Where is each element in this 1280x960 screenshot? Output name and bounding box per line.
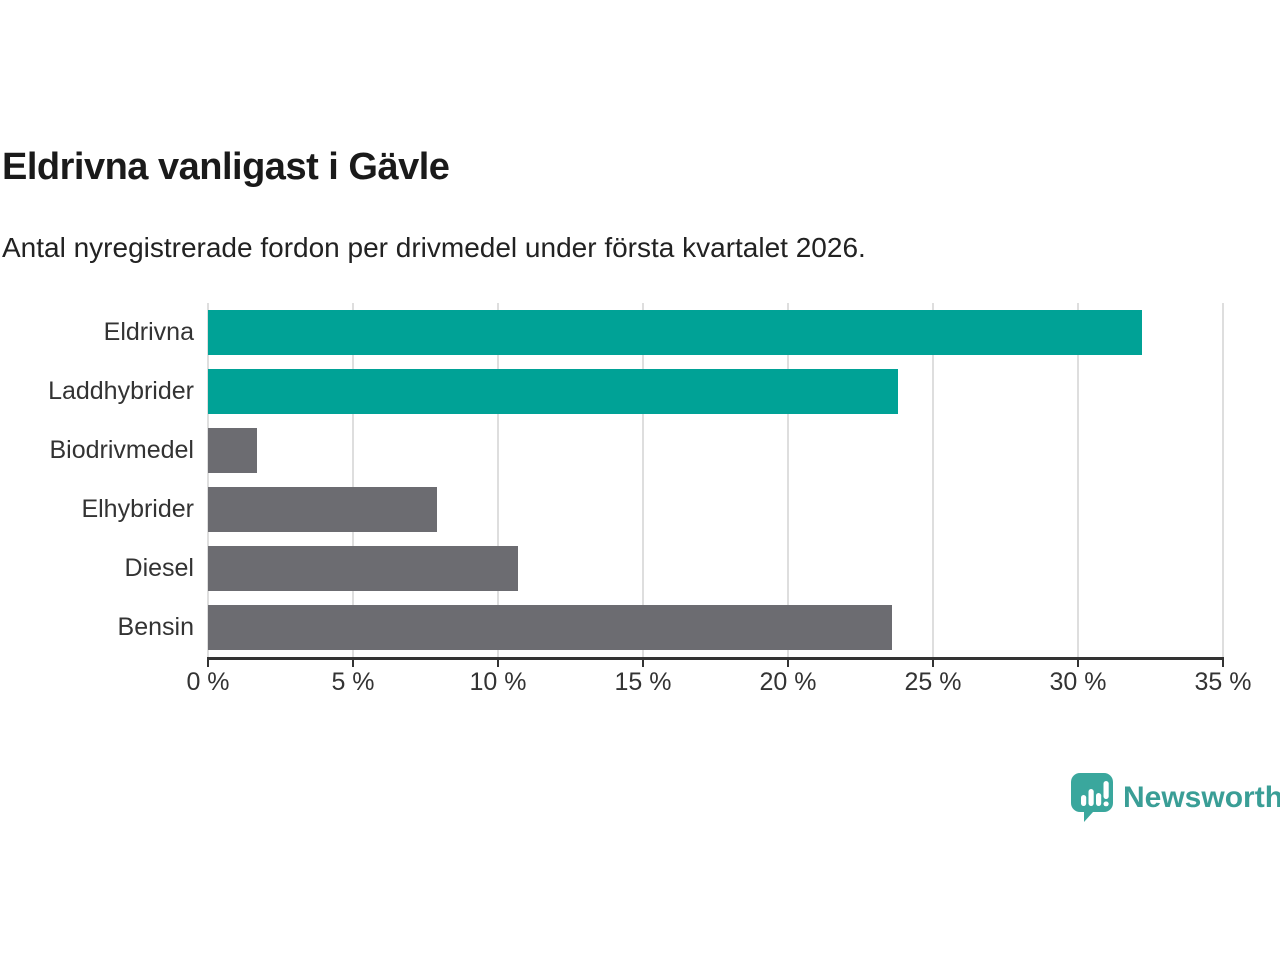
- x-tick-label-15: 15 %: [614, 668, 672, 696]
- category-label-laddhybrider: Laddhybrider: [48, 377, 194, 405]
- x-tick-label-10: 10 %: [469, 668, 527, 696]
- x-tick-mark-10: [497, 657, 499, 667]
- bar-diesel: [208, 546, 519, 591]
- bar-eldrivna: [208, 310, 1142, 355]
- category-label-elhybrider: Elhybrider: [81, 495, 194, 523]
- category-label-eldrivna: Eldrivna: [103, 318, 194, 346]
- x-tick-mark-35: [1222, 657, 1224, 667]
- category-label-diesel: Diesel: [124, 554, 194, 582]
- x-tick-mark-20: [787, 657, 789, 667]
- plot-area: [207, 303, 1224, 660]
- bar-elhybrider: [208, 487, 438, 532]
- gridline-35: [1222, 303, 1224, 657]
- x-tick-label-0: 0 %: [186, 668, 230, 696]
- bar-laddhybrider: [208, 369, 899, 414]
- gridline-25: [932, 303, 934, 657]
- x-tick-label-20: 20 %: [759, 668, 817, 696]
- gridline-5: [351, 303, 354, 657]
- gridline-20: [786, 303, 789, 657]
- bar-biodrivmedel: [208, 428, 258, 473]
- bar-bensin: [208, 605, 893, 650]
- category-label-biodrivmedel: Biodrivmedel: [49, 436, 194, 464]
- chart-subtitle: Antal nyregistrerade fordon per drivmede…: [2, 232, 866, 263]
- gridline-30: [1077, 303, 1079, 657]
- newsworthy-logo: Newsworthy: [1070, 772, 1280, 824]
- x-tick-mark-0: [207, 657, 209, 667]
- gridline-15: [642, 303, 644, 657]
- x-tick-mark-25: [932, 657, 934, 667]
- x-tick-label-25: 25 %: [904, 668, 962, 696]
- x-tick-mark-5: [352, 657, 354, 667]
- chart-title: Eldrivna vanligast i Gävle: [2, 146, 450, 188]
- category-label-bensin: Bensin: [117, 613, 194, 641]
- x-tick-mark-30: [1077, 657, 1079, 667]
- gridline-0: [207, 303, 209, 657]
- x-tick-mark-15: [642, 657, 644, 667]
- newsworthy-wordmark: Newsworthy: [1123, 781, 1280, 814]
- x-tick-label-5: 5 %: [331, 668, 375, 696]
- gridline-10: [496, 303, 499, 657]
- newsworthy-bubble-chart-icon: [1070, 772, 1114, 824]
- x-tick-label-30: 30 %: [1049, 668, 1107, 696]
- x-tick-label-35: 35 %: [1194, 668, 1252, 696]
